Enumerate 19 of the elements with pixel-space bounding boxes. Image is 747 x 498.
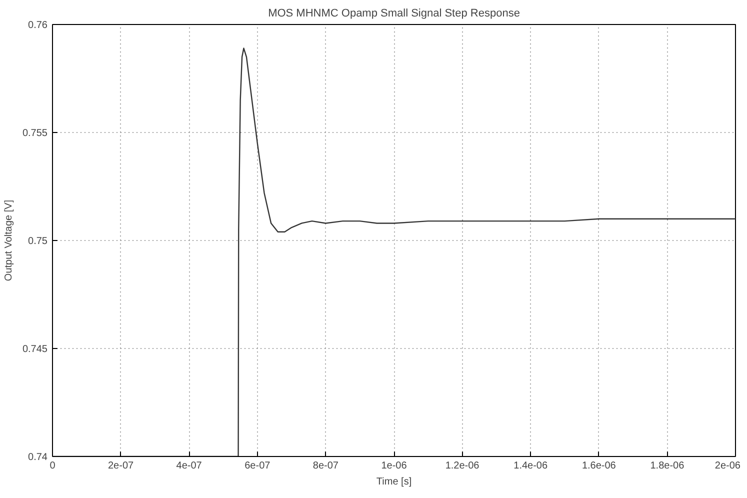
y-tick-label: 0.745 — [22, 344, 48, 355]
x-tick-label: 8e-07 — [312, 460, 339, 472]
x-tick-label: 1e-06 — [381, 460, 408, 472]
chart-title: MOS MHNMC Opamp Small Signal Step Response — [268, 8, 520, 20]
y-tick-label: 0.74 — [28, 452, 48, 463]
x-tick-label: 1.2e-06 — [445, 460, 480, 472]
x-tick-label: 2e-07 — [108, 460, 134, 472]
y-tick-label: 0.755 — [22, 128, 48, 139]
x-tick-label: 6e-07 — [244, 460, 271, 472]
x-tick-label: 1.4e-06 — [514, 460, 548, 472]
x-axis-title: Time [s] — [376, 476, 412, 488]
x-tick-label: 2e-06 — [714, 460, 741, 472]
x-tick-label: 1.6e-06 — [582, 460, 616, 472]
x-tick-label: 0 — [50, 460, 56, 472]
x-tick-label: 4e-07 — [176, 460, 202, 472]
x-tick-label: 1.8e-06 — [650, 460, 685, 472]
y-axis-title: Output Voltage [V] — [3, 200, 14, 282]
y-tick-label: 0.75 — [28, 236, 48, 247]
y-tick-label: 0.76 — [28, 20, 48, 31]
